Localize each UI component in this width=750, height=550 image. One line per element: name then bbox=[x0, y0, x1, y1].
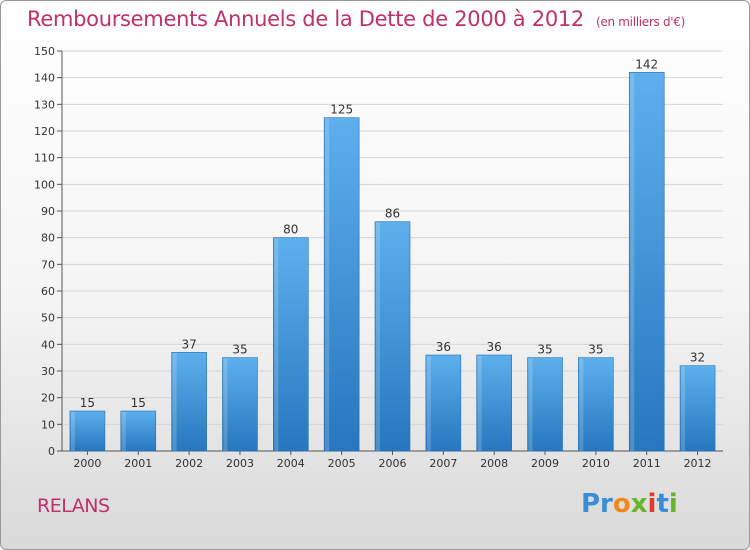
bar-highlight bbox=[376, 222, 380, 451]
y-tick-label: 140 bbox=[34, 72, 55, 85]
y-tick-label: 130 bbox=[34, 98, 55, 111]
bar-highlight bbox=[681, 366, 686, 451]
y-tick-label: 0 bbox=[48, 445, 55, 458]
bar-highlight bbox=[630, 73, 635, 451]
bar bbox=[171, 352, 207, 452]
bar-value-label: 80 bbox=[283, 223, 298, 237]
x-tick-label: 2011 bbox=[633, 457, 661, 470]
bar bbox=[374, 221, 411, 452]
bar-highlight bbox=[70, 412, 75, 451]
y-tick-label: 100 bbox=[34, 178, 55, 191]
bar-value-label: 86 bbox=[385, 207, 400, 221]
logo-part-4: i bbox=[647, 489, 657, 519]
bar-highlight bbox=[477, 356, 482, 451]
x-tick-label: 2003 bbox=[226, 457, 254, 470]
bar bbox=[679, 365, 716, 452]
bar-value-label: 35 bbox=[537, 343, 552, 357]
bar-value-label: 35 bbox=[232, 343, 247, 357]
y-tick-label: 30 bbox=[41, 365, 55, 378]
y-tick-label: 50 bbox=[41, 312, 55, 325]
y-tick-label: 90 bbox=[41, 205, 55, 218]
y-tick-label: 10 bbox=[41, 418, 55, 431]
x-tick-label: 2001 bbox=[124, 457, 152, 470]
bar-highlight bbox=[223, 358, 228, 451]
bar bbox=[323, 117, 360, 452]
x-tick-label: 2007 bbox=[429, 457, 457, 470]
bar-highlight bbox=[528, 358, 533, 451]
bar-highlight bbox=[274, 238, 279, 451]
x-tick-label: 2000 bbox=[73, 457, 101, 470]
x-tick-label: 2004 bbox=[277, 457, 305, 470]
bar-highlight bbox=[121, 412, 126, 451]
bar bbox=[527, 357, 563, 452]
bar-value-label: 142 bbox=[635, 57, 658, 71]
bar-highlight bbox=[579, 358, 584, 451]
y-tick-label: 120 bbox=[34, 125, 55, 138]
bar bbox=[578, 357, 614, 452]
y-tick-label: 40 bbox=[41, 338, 55, 351]
x-tick-label: 2012 bbox=[684, 457, 712, 470]
bar bbox=[628, 72, 665, 452]
logo-part-2: o bbox=[612, 489, 631, 519]
proxiti-logo[interactable]: Proxiti bbox=[581, 489, 678, 519]
logo-part-5: t bbox=[656, 489, 669, 519]
y-tick-label: 20 bbox=[41, 392, 55, 405]
bar-value-label: 15 bbox=[131, 396, 146, 410]
x-tick-label: 2009 bbox=[531, 457, 559, 470]
bar-layer bbox=[69, 72, 716, 452]
x-tick-label: 2002 bbox=[175, 457, 203, 470]
bar bbox=[476, 354, 512, 452]
chart-title-text: Remboursements Annuels de la Dette de 20… bbox=[27, 7, 584, 31]
bar-value-label: 36 bbox=[487, 340, 502, 354]
x-tick-label: 2010 bbox=[582, 457, 610, 470]
x-tick-label: 2008 bbox=[480, 457, 508, 470]
bar-value-label: 35 bbox=[588, 343, 603, 357]
axis-layer: 0 10 20 30 40 50 60 70 80 90 100 110 120 130 140 150 200… bbox=[34, 45, 723, 470]
bar bbox=[120, 410, 157, 452]
bar-highlight bbox=[172, 353, 177, 451]
y-tick-label: 110 bbox=[34, 152, 55, 165]
y-tick-label: 60 bbox=[41, 285, 55, 298]
x-tick-label: 2006 bbox=[379, 457, 407, 470]
chart-title: Remboursements Annuels de la Dette de 20… bbox=[27, 7, 685, 31]
bar-value-label: 32 bbox=[690, 351, 705, 365]
logo-part-1: Pr bbox=[581, 489, 613, 519]
bar-value-label: 125 bbox=[330, 103, 353, 117]
bar-value-label: 15 bbox=[80, 396, 95, 410]
logo-part-3: x bbox=[630, 489, 648, 519]
x-tick-label: 2005 bbox=[328, 457, 356, 470]
logo-part-6: i bbox=[668, 489, 678, 519]
bar bbox=[69, 410, 106, 452]
y-tick-label: 80 bbox=[41, 232, 55, 245]
bar bbox=[222, 357, 258, 452]
y-tick-label: 150 bbox=[34, 45, 55, 58]
bar-value-label: 37 bbox=[181, 337, 196, 351]
bar-highlight bbox=[426, 356, 431, 451]
bar-value-label: 36 bbox=[436, 340, 451, 354]
chart-unit-note: (en milliers d'€) bbox=[596, 15, 686, 29]
bar-highlight bbox=[325, 118, 330, 452]
label-layer: 15 15 37 35 80 125 86 36 36 35 35 142 32 bbox=[80, 57, 705, 410]
y-tick-label: 70 bbox=[41, 258, 55, 271]
bar bbox=[273, 237, 309, 452]
bar bbox=[425, 354, 462, 452]
town-name: RELANS bbox=[37, 495, 110, 517]
